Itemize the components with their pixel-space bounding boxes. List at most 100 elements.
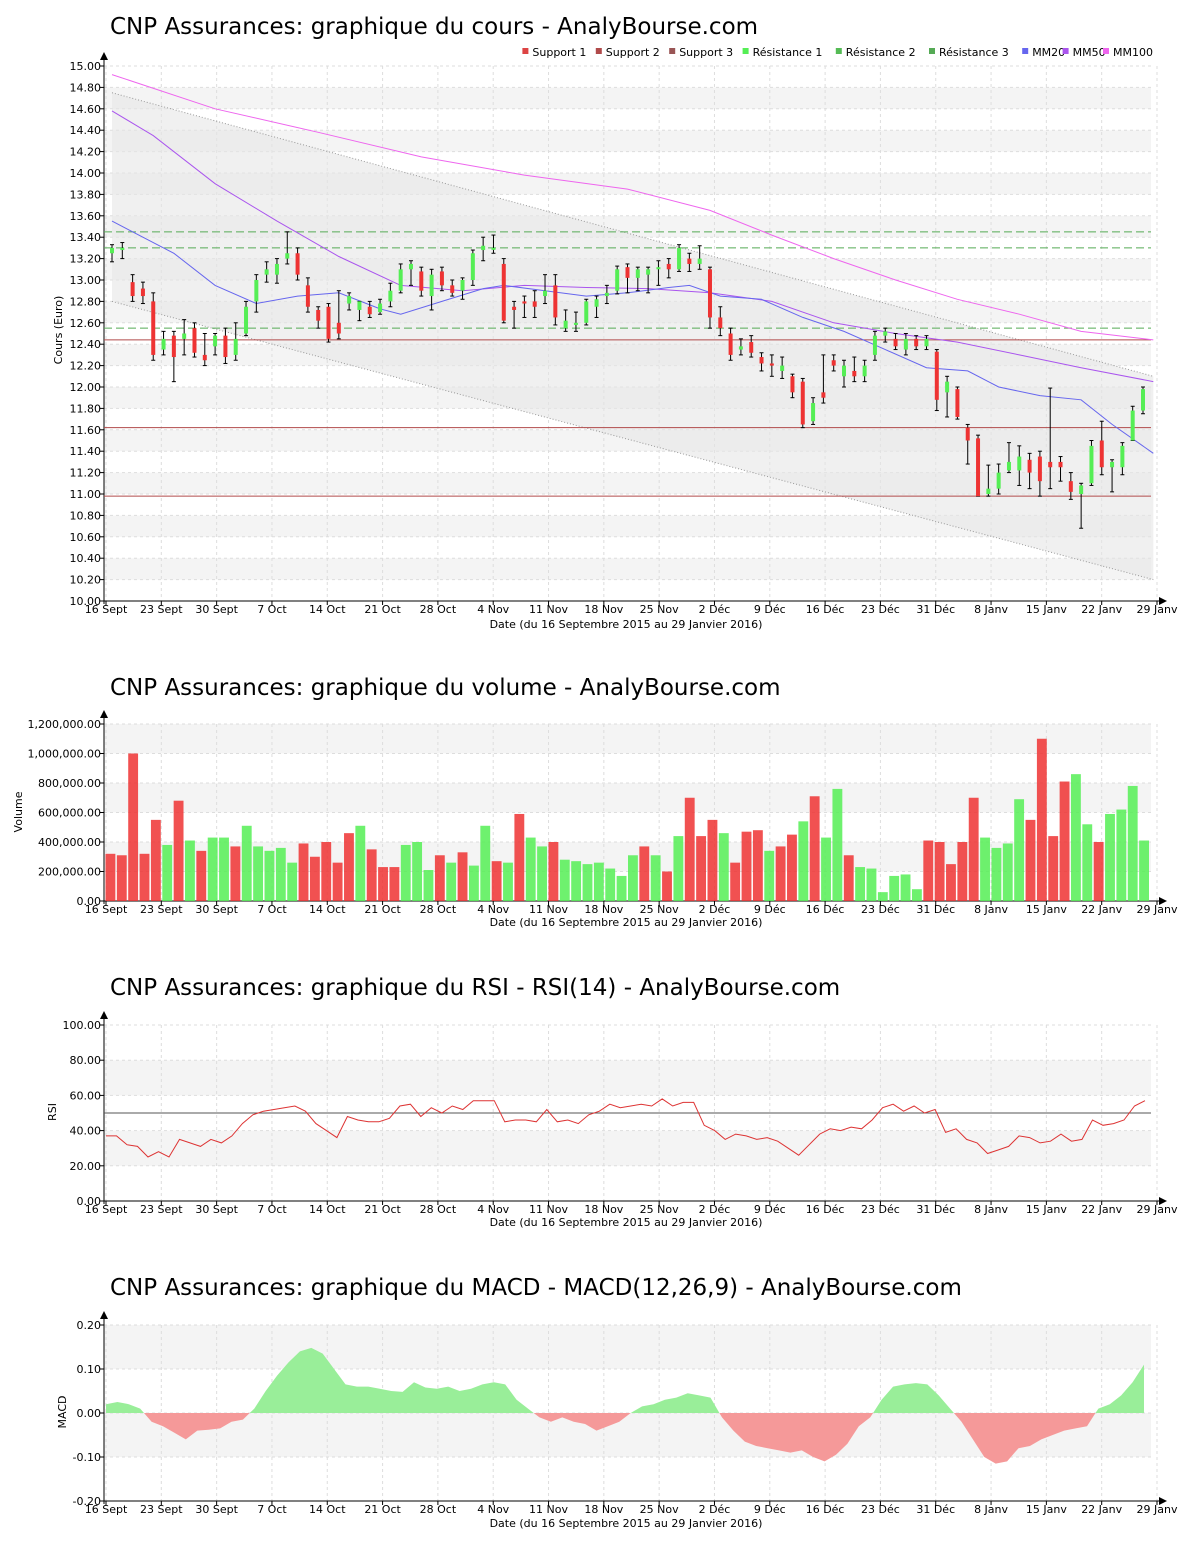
price-y-tick-label: 10.80 (70, 509, 102, 522)
legend-swatch (835, 48, 842, 54)
volume-bar (889, 875, 900, 901)
macd-negative-area (533, 1413, 631, 1431)
rsi-x-tick-label: 7 Oct (257, 1203, 287, 1216)
candle-body (1089, 445, 1094, 484)
price-y-tick-label: 13.00 (70, 274, 102, 287)
candle-body (357, 301, 362, 310)
legend-label: MM20 (1032, 46, 1065, 59)
volume-bar (400, 844, 411, 901)
volume-bar (1048, 836, 1059, 901)
price-y-tick-label: 10.60 (70, 531, 102, 544)
candle-body (1037, 456, 1042, 482)
macd-x-tick-label: 23 Déc (861, 1503, 900, 1516)
candle-body (955, 389, 960, 417)
candle-body (769, 363, 774, 366)
legend-swatch (929, 48, 935, 54)
candle-body (852, 370, 857, 377)
price-x-tick-label: 23 Déc (861, 603, 900, 616)
candle-body (274, 263, 279, 275)
candle-body (182, 333, 187, 339)
price-y-tick-label: 13.20 (70, 253, 102, 266)
legend-label: Résistance 1 (753, 46, 823, 59)
rsi-y-tick-label: 0.00 (77, 1195, 102, 1208)
volume-bar (809, 796, 820, 901)
candle-body (821, 392, 826, 398)
candle-body (439, 271, 444, 286)
volume-bar (559, 859, 570, 901)
candle-body (553, 285, 558, 318)
price-legend: Support 1 Support 2 Support 3 Résistance 1 R… (522, 46, 1153, 59)
candle-body (646, 269, 651, 275)
macd-x-axis-label: Date (du 16 Septembre 2015 au 29 Janvier… (490, 1517, 763, 1530)
price-grid-band (104, 515, 1151, 537)
price-x-tick-label: 30 Sept (195, 603, 238, 616)
price-x-tick-label: 28 Oct (420, 603, 457, 616)
candle-body (233, 338, 238, 355)
price-grid-band (104, 87, 1151, 109)
price-x-tick-label: 31 Déc (916, 603, 955, 616)
candle-body (1141, 389, 1145, 411)
rsi-x-tick-label: 22 Janv (1081, 1203, 1122, 1216)
volume-bar (934, 842, 945, 901)
rsi-grid-band (104, 1165, 1151, 1201)
volume-bar (185, 840, 195, 901)
macd-y-axis-arrow (100, 1311, 108, 1319)
candle-body (316, 309, 321, 321)
candle-body (615, 269, 620, 291)
volume-bar (287, 862, 298, 901)
macd-x-tick-label: 9 Déc (754, 1503, 786, 1516)
volume-bar (877, 892, 888, 901)
candle-body (1079, 485, 1084, 494)
candle-body (903, 338, 908, 350)
volume-grid-band (104, 753, 1151, 783)
volume-x-axis-label: Date (du 16 Septembre 2015 au 29 Janvier… (490, 916, 763, 929)
volume-bar (616, 875, 627, 901)
volume-x-tick-label: 16 Déc (806, 903, 845, 916)
candle-body (1130, 410, 1135, 441)
candle-body (171, 335, 176, 358)
macd-x-tick-label: 8 Janv (974, 1503, 1008, 1516)
candle-body (295, 253, 300, 275)
candle-body (326, 306, 331, 339)
rsi-y-tick-label: 40.00 (70, 1125, 102, 1138)
rsi-x-tick-label: 23 Déc (861, 1203, 900, 1216)
candle-body (573, 322, 578, 325)
macd-positive-area (249, 1347, 534, 1413)
mm100-line (111, 74, 1154, 341)
volume-bar (707, 819, 718, 901)
volume-bar (503, 862, 513, 901)
candle-body (934, 351, 939, 400)
candle-body (893, 338, 898, 347)
rsi-x-tick-label: 25 Nov (640, 1203, 679, 1216)
candle-body (470, 253, 475, 280)
volume-bar (1105, 813, 1115, 901)
price-y-tick-label: 10.40 (70, 552, 102, 565)
volume-bar (548, 842, 559, 901)
volume-bar (378, 867, 388, 901)
volume-bar (1139, 840, 1149, 901)
candle-body (924, 338, 929, 347)
price-x-tick-label: 23 Sept (140, 603, 183, 616)
volume-y-tick-label: 600,000.00 (38, 807, 101, 820)
volume-bar (514, 813, 525, 901)
candle-body (759, 357, 764, 364)
price-y-tick-label: 11.40 (70, 445, 102, 458)
volume-y-axis-label: Volume (12, 791, 25, 832)
macd-x-tick-label: 11 Nov (529, 1503, 568, 1516)
candle-body (872, 335, 877, 355)
volume-x-tick-label: 11 Nov (529, 903, 568, 916)
volume-x-tick-label: 9 Déc (754, 903, 786, 916)
volume-panel: 16 Sept 23 Sept 30 Sept 7 Oct 14 Oct 21 Oct 28… (28, 710, 1178, 916)
candle-body (831, 360, 836, 366)
volume-bar (457, 852, 468, 901)
macd-chart-title: CNP Assurances: graphique du MACD - MACD… (110, 1275, 962, 1301)
candle-body (800, 381, 805, 425)
volume-bar (412, 842, 423, 901)
volume-bar (968, 797, 979, 901)
price-y-tick-label: 15.00 (70, 60, 102, 73)
volume-bar (696, 836, 707, 901)
volume-bar (275, 847, 286, 901)
volume-x-tick-label: 2 Déc (699, 903, 731, 916)
candle-body (1027, 459, 1032, 473)
